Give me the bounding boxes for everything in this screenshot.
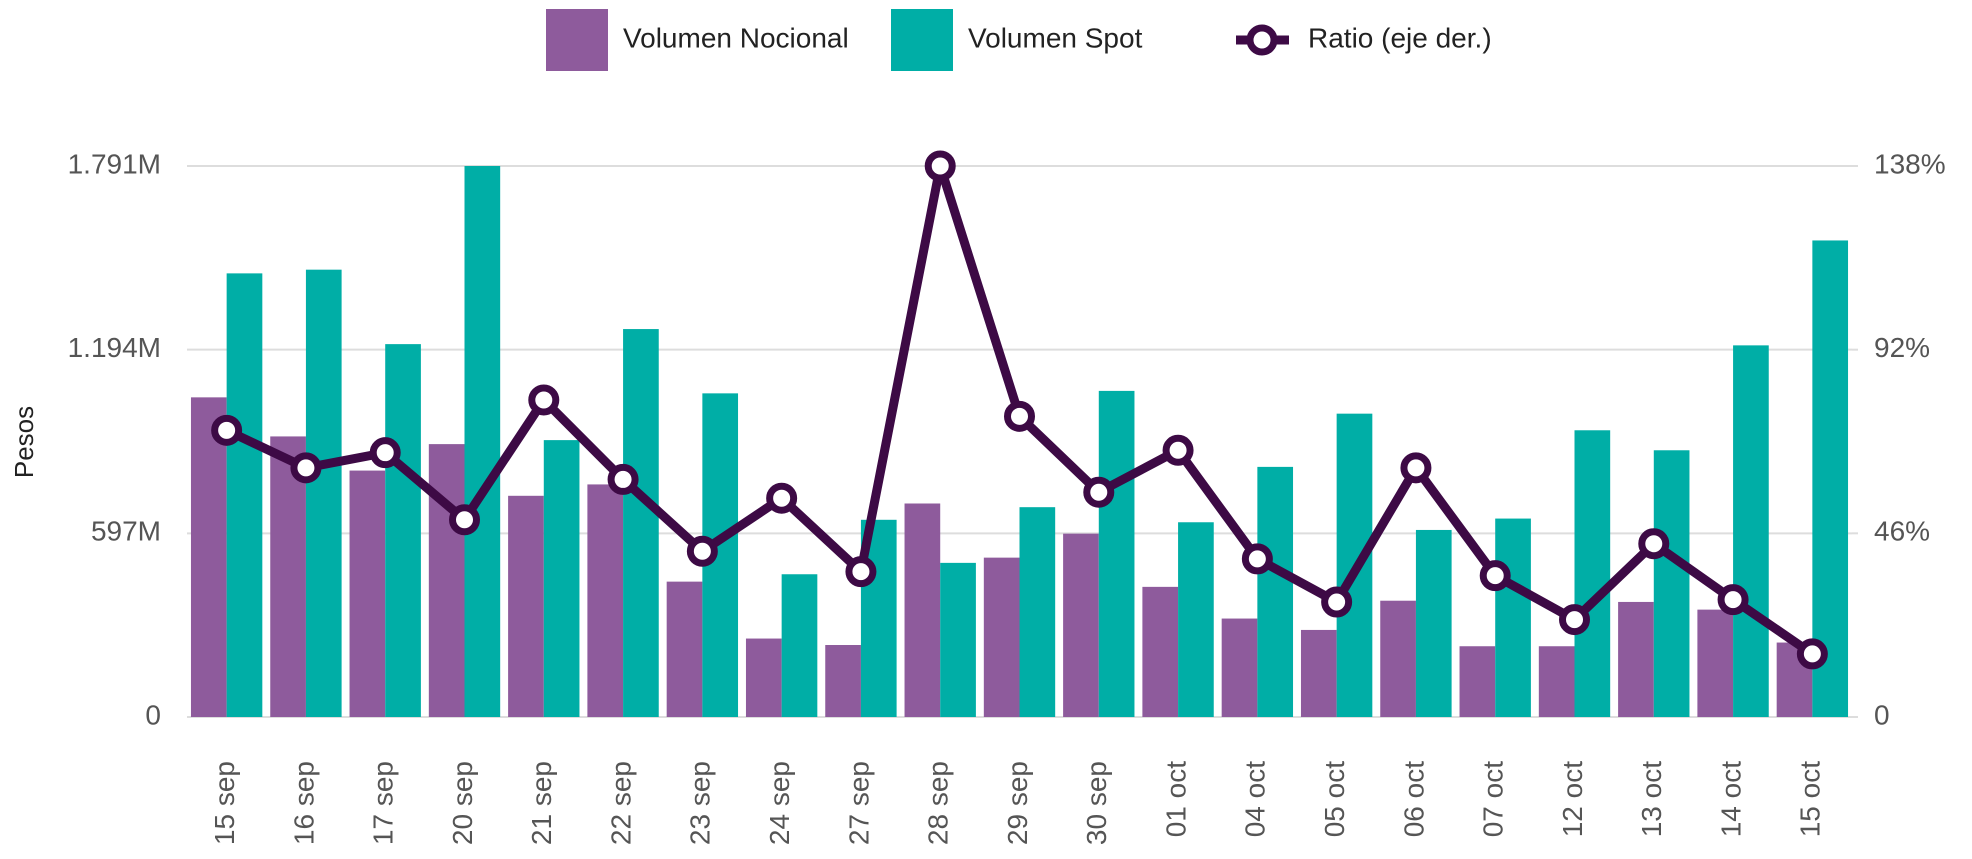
- bar: [1142, 586, 1179, 717]
- ratio-marker: [924, 150, 956, 182]
- bar: [226, 273, 263, 717]
- x-tick-label: 29 sep: [1002, 761, 1033, 845]
- ratio-marker: [1796, 638, 1828, 670]
- bar: [1618, 601, 1654, 717]
- legend-label: Volumen Spot: [968, 22, 1143, 53]
- ratio-marker: [1004, 400, 1035, 432]
- legend-swatch: [546, 9, 608, 71]
- ratio-marker: [1162, 434, 1194, 466]
- ratio-marker: [686, 535, 718, 567]
- ratio-marker: [766, 482, 798, 514]
- ratio-marker: [1083, 476, 1115, 508]
- bar: [190, 397, 227, 717]
- legend-swatch: [891, 9, 953, 71]
- bar: [1538, 646, 1575, 717]
- bar: [825, 645, 861, 717]
- x-tick-label: 15 sep: [209, 761, 240, 845]
- bar: [543, 440, 580, 717]
- x-tick-label: 30 sep: [1081, 761, 1112, 845]
- bar: [1459, 646, 1496, 717]
- x-tick-label: 07 oct: [1478, 761, 1509, 837]
- ratio-marker: [1638, 528, 1670, 560]
- bar: [940, 562, 976, 717]
- ratio-marker: [449, 504, 480, 536]
- x-tick-label: 01 oct: [1160, 761, 1191, 837]
- ratio-marker: [845, 556, 877, 588]
- bar: [1257, 466, 1294, 717]
- y-tick-label: 1.194M: [68, 332, 161, 363]
- bar: [1380, 600, 1416, 717]
- x-tick-label: 12 oct: [1557, 761, 1588, 837]
- x-tick-label: 13 oct: [1636, 761, 1667, 837]
- ratio-marker: [1717, 584, 1749, 616]
- ratio-marker: [1559, 604, 1590, 636]
- y-tick-label: 597M: [91, 516, 161, 547]
- ratio-marker: [1400, 452, 1432, 484]
- y2-tick-label: 138%: [1874, 148, 1946, 179]
- legend-label: Ratio (eje der.): [1308, 22, 1492, 53]
- x-tick-label: 24 sep: [764, 761, 795, 845]
- x-tick-label: 14 oct: [1715, 761, 1746, 837]
- bar: [745, 638, 782, 717]
- bar: [587, 484, 624, 717]
- y2-tick-label: 92%: [1874, 332, 1930, 363]
- legend-label: Volumen Nocional: [623, 22, 849, 53]
- bar: [1812, 240, 1849, 717]
- x-tick-label: 06 oct: [1398, 761, 1429, 837]
- x-tick-label: 20 sep: [447, 761, 478, 845]
- bar: [428, 444, 465, 717]
- bar: [305, 269, 342, 717]
- legend-marker: [1246, 24, 1278, 56]
- x-tick-label: 05 oct: [1319, 761, 1350, 837]
- ratio-marker: [1321, 586, 1353, 618]
- ratio-marker: [607, 463, 639, 495]
- bar: [666, 581, 703, 717]
- x-tick-label: 15 oct: [1795, 761, 1826, 837]
- y-tick-label: 1.791M: [68, 148, 161, 179]
- bar: [1733, 345, 1769, 717]
- ratio-marker: [369, 437, 401, 469]
- bar: [1178, 522, 1214, 717]
- bar: [385, 344, 421, 717]
- bar: [1574, 430, 1611, 717]
- x-tick-label: 28 sep: [923, 761, 954, 845]
- bar: [983, 557, 1020, 717]
- ratio-marker: [1479, 560, 1511, 592]
- ratio-marker: [1241, 543, 1273, 575]
- x-tick-label: 23 sep: [685, 761, 716, 845]
- bar: [1098, 390, 1135, 717]
- bar: [270, 436, 306, 717]
- bar: [1415, 529, 1452, 717]
- y-tick-label: 0: [145, 699, 161, 730]
- x-tick-label: 27 sep: [843, 761, 874, 845]
- bar: [464, 166, 501, 717]
- x-tick-label: 21 sep: [526, 761, 557, 845]
- bar: [1697, 609, 1734, 717]
- bar: [623, 329, 659, 717]
- ratio-marker: [211, 414, 243, 446]
- bar: [1653, 450, 1690, 717]
- bar: [904, 503, 941, 717]
- bar: [1495, 518, 1531, 717]
- x-tick-label: 17 sep: [368, 761, 399, 845]
- x-tick-label: 16 sep: [288, 761, 319, 845]
- y2-tick-label: 0: [1874, 699, 1890, 730]
- bar: [781, 574, 818, 717]
- ratio-marker: [528, 384, 560, 416]
- bar: [1221, 618, 1258, 717]
- y2-tick-label: 46%: [1874, 516, 1930, 547]
- x-tick-label: 04 oct: [1240, 761, 1271, 837]
- x-tick-label: 22 sep: [605, 761, 636, 845]
- y-axis-title: Pesos: [9, 406, 39, 478]
- bar: [349, 470, 386, 717]
- bar: [508, 495, 544, 717]
- ratio-marker: [290, 452, 322, 484]
- bar: [1300, 629, 1337, 717]
- bar: [1063, 533, 1099, 717]
- bar: [1019, 507, 1056, 717]
